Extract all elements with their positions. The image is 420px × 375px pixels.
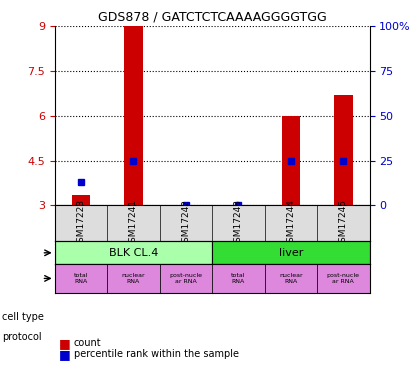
Text: nuclear
RNA: nuclear RNA <box>279 273 303 284</box>
Text: protocol: protocol <box>2 333 42 342</box>
Text: cell type: cell type <box>2 312 44 322</box>
Text: total
RNA: total RNA <box>231 273 246 284</box>
Text: BLK CL.4: BLK CL.4 <box>109 248 158 258</box>
Text: liver: liver <box>278 248 303 258</box>
Text: post-nucle
ar RNA: post-nucle ar RNA <box>327 273 360 284</box>
Text: GSM17245: GSM17245 <box>339 199 348 248</box>
Text: ■: ■ <box>59 348 71 361</box>
Text: GSM17228: GSM17228 <box>76 199 85 248</box>
Title: GDS878 / GATCTCTCAAAAGGGGTGG: GDS878 / GATCTCTCAAAAGGGGTGG <box>98 11 326 24</box>
Bar <box>160 264 212 292</box>
Text: total
RNA: total RNA <box>74 273 88 284</box>
Text: GSM17242: GSM17242 <box>181 199 190 248</box>
Text: ■: ■ <box>59 337 71 350</box>
Bar <box>265 264 317 292</box>
Text: GSM17244: GSM17244 <box>286 199 295 248</box>
Bar <box>107 264 160 292</box>
Bar <box>212 264 265 292</box>
Text: GSM17241: GSM17241 <box>129 199 138 248</box>
Bar <box>55 241 212 264</box>
Text: nuclear
RNA: nuclear RNA <box>121 273 145 284</box>
Bar <box>282 116 300 206</box>
Bar <box>72 195 90 206</box>
Text: post-nucle
ar RNA: post-nucle ar RNA <box>169 273 202 284</box>
Bar <box>124 26 142 206</box>
Text: count: count <box>74 338 101 348</box>
Bar <box>334 95 352 206</box>
Bar <box>212 241 370 264</box>
Bar <box>317 264 370 292</box>
Text: percentile rank within the sample: percentile rank within the sample <box>74 350 239 359</box>
Text: GSM17243: GSM17243 <box>234 199 243 248</box>
Bar <box>55 264 107 292</box>
